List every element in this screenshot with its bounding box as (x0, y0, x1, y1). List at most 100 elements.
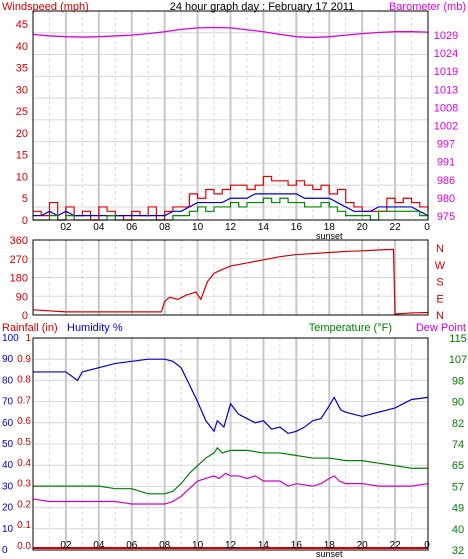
panel-frame (32, 239, 429, 316)
series-wind-direction-line (32, 248, 429, 315)
temp-x-tick-label: 10 (192, 540, 204, 551)
barometer-tick-label: 1008 (434, 102, 458, 114)
temp-x-tick-label: 12 (225, 540, 237, 551)
temp-x-tick-label: 0 (424, 540, 430, 551)
wind-tick-label: 25 (16, 106, 28, 118)
temperature-tick-label: 49 (452, 503, 464, 515)
temperature-tick-label: 74 (452, 439, 464, 451)
dewpoint-axis-title: Dew Point (416, 322, 466, 334)
rainfall-tick-label: 0.4 (17, 458, 31, 469)
barometer-tick-label: 997 (437, 139, 455, 151)
series-temperature-line (33, 446, 428, 495)
direction-tick-label: 90 (16, 291, 28, 303)
compass-letter: W (435, 260, 446, 272)
humidity-tick-label: 40 (2, 460, 14, 471)
wind-tick-label: 10 (16, 171, 28, 183)
humidity-tick-label: 10 (2, 524, 14, 535)
humidity-axis-title: Humidity % (67, 322, 123, 334)
temperature-tick-label: 82 (452, 418, 464, 430)
temp-x-tick-label: 02 (60, 540, 72, 551)
temperature-tick-label: 107 (449, 354, 467, 366)
wind-tick-label: 45 (16, 19, 28, 31)
rainfall-tick-label: 0.9 (17, 354, 31, 365)
temperature-axis-title: Temperature (°F) (309, 322, 392, 334)
wind-x-tick-label: 0 (424, 222, 430, 233)
rainfall-tick-label: 0.5 (17, 437, 31, 448)
temperature-tick-label: 40 (452, 524, 464, 536)
series-barometer-line (32, 26, 429, 39)
direction-tick-label: 360 (10, 235, 28, 247)
rainfall-tick-label: 0.0 (17, 541, 31, 552)
barometer-tick-label: 1002 (434, 121, 458, 133)
rainfall-tick-label: 0.1 (17, 520, 31, 531)
wind-x-tick-label: 12 (225, 222, 237, 233)
barometer-tick-label: 975 (437, 211, 455, 223)
temp-x-tick-label: 04 (93, 540, 105, 551)
temp-x-tick-label: 18 (324, 540, 336, 551)
temperature-tick-label: 115 (449, 333, 467, 345)
temperature-tick-label: 57 (452, 481, 464, 493)
humidity-tick-label: 50 (2, 439, 14, 450)
wind-tick-label: 35 (16, 63, 28, 75)
compass-letter: N (436, 310, 444, 322)
wind-x-tick-label: 02 (60, 222, 72, 233)
wind-tick-label: 40 (16, 41, 28, 53)
temperature-tick-label: 32 (452, 545, 464, 557)
barometer-tick-label: 1013 (434, 84, 458, 96)
wind-x-tick-label: 20 (357, 222, 369, 233)
compass-letter: E (436, 293, 443, 305)
wind-x-tick-label: 14 (258, 222, 270, 233)
compass-letter: S (436, 277, 443, 289)
humidity-tick-label: 0 (2, 545, 8, 556)
wind-x-tick-label: 16 (291, 222, 303, 233)
humidity-tick-label: 60 (2, 418, 14, 429)
wind-x-tick-label: 04 (93, 222, 105, 233)
temp-x-tick-label: 08 (159, 540, 171, 551)
rainfall-tick-label: 0.2 (17, 499, 31, 510)
humidity-tick-label: 100 (2, 333, 19, 344)
temp-x-tick-label: 06 (126, 540, 138, 551)
frames-layer (32, 10, 429, 551)
temp-x-tick-label: 20 (357, 540, 369, 551)
wind-x-tick-label: 22 (390, 222, 402, 233)
wind-tick-label: 0 (22, 215, 28, 227)
humidity-tick-label: 70 (2, 397, 14, 408)
humidity-tick-label: 80 (2, 375, 14, 386)
temp-x-tick-label: 14 (258, 540, 270, 551)
rainfall-tick-label: 1 (25, 333, 31, 344)
direction-tick-label: 0 (22, 310, 28, 322)
series-humidity-line (33, 358, 429, 435)
wind-tick-label: 5 (22, 193, 28, 205)
wind-tick-label: 15 (16, 150, 28, 162)
wind-x-tick-label: 06 (126, 222, 138, 233)
wind-tick-label: 30 (16, 84, 28, 96)
barometer-axis-title: Barometer (mb) (389, 1, 466, 13)
temperature-tick-label: 90 (452, 397, 464, 409)
wind-x-tick-label: 10 (192, 222, 204, 233)
compass-letter: N (436, 243, 444, 255)
temp-sunset-label: sunset (316, 549, 343, 559)
humidity-tick-label: 90 (2, 354, 14, 365)
wind-sunset-label: sunset (316, 231, 343, 241)
rainfall-tick-label: 0.8 (17, 375, 31, 386)
chart-title: 24 hour graph day : February 17 2011 (170, 1, 354, 13)
barometer-tick-label: 991 (437, 157, 455, 169)
barometer-tick-label: 1029 (434, 30, 458, 42)
humidity-tick-label: 30 (2, 481, 14, 492)
temp-x-tick-label: 16 (291, 540, 303, 551)
wind-tick-label: 20 (16, 128, 28, 140)
wind-x-tick-label: 08 (159, 222, 171, 233)
series-dewpoint-line (32, 472, 429, 505)
windspeed-axis-title: Windspeed (mph) (2, 1, 89, 13)
barometer-tick-label: 986 (437, 175, 455, 187)
series-wind-average-line (33, 193, 429, 217)
wind-x-tick-label: 18 (324, 222, 336, 233)
temperature-tick-label: 98 (452, 375, 464, 387)
rainfall-tick-label: 0.7 (17, 395, 31, 406)
barometer-tick-label: 1024 (434, 48, 458, 60)
panel-frame (32, 10, 429, 221)
direction-tick-label: 180 (10, 273, 28, 285)
temp-x-tick-label: 22 (390, 540, 402, 551)
rainfall-tick-label: 0.6 (17, 416, 31, 427)
